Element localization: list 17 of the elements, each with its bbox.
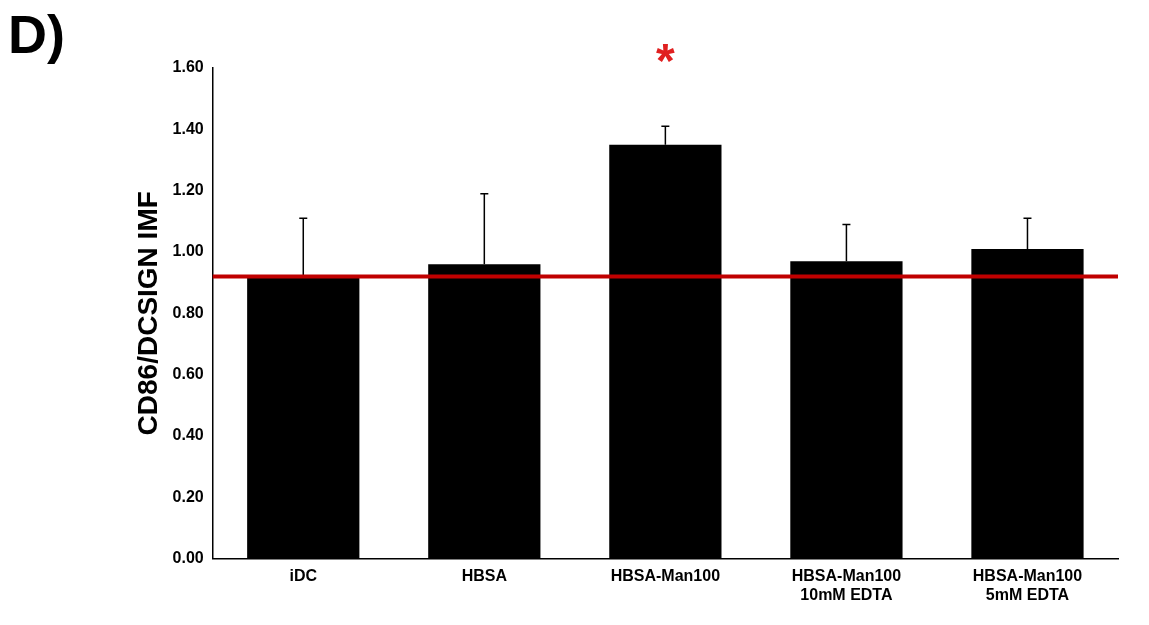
y-axis-title: CD86/DCSIGN IMF xyxy=(131,191,163,436)
y-tick-label: 1.20 xyxy=(172,181,204,199)
y-tick-label: 0.40 xyxy=(172,426,204,444)
chart-title: D) xyxy=(8,3,65,66)
y-tick-label: 0.80 xyxy=(172,303,204,321)
y-tick-label: 1.00 xyxy=(172,242,204,260)
x-tick-label: HBSA-Man100 xyxy=(610,566,721,584)
x-tick-label: iDC xyxy=(289,566,318,584)
annotation: * xyxy=(656,34,676,88)
y-tick-label: 0.00 xyxy=(172,549,204,567)
y-tick-label: 0.20 xyxy=(172,487,204,505)
x-tick-label: HBSA xyxy=(461,566,508,584)
x-tick-label: HBSA-Man100 5mM EDTA xyxy=(972,566,1083,603)
x-tick-label: HBSA-Man100 10mM EDTA xyxy=(791,566,902,603)
y-tick-label: 1.40 xyxy=(172,119,204,137)
y-tick-label: 1.60 xyxy=(172,58,204,76)
y-tick-label: 0.60 xyxy=(172,365,204,383)
